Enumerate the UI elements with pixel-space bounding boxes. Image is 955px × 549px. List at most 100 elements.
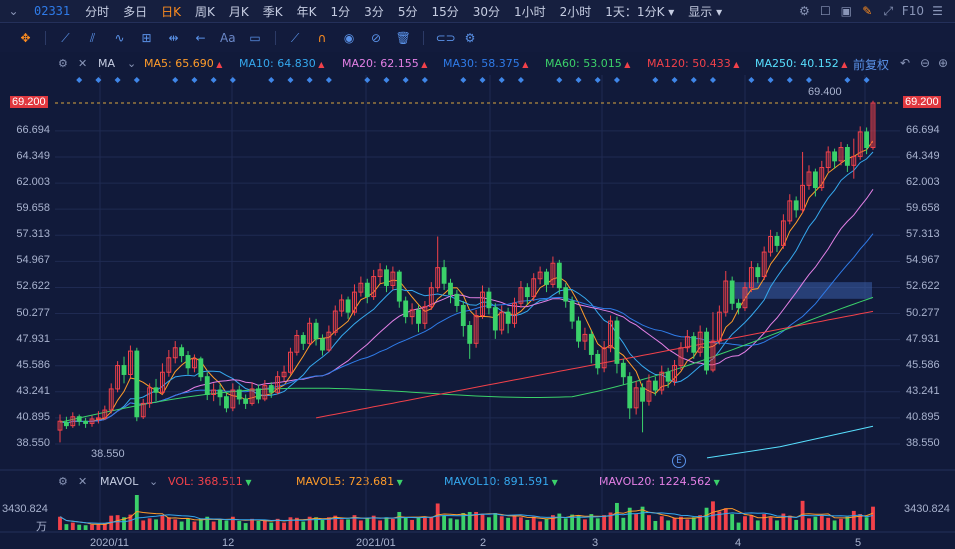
signal-marker bbox=[556, 77, 563, 83]
vol-settings-icon[interactable]: ⚙ bbox=[58, 475, 68, 488]
ma20-line bbox=[59, 189, 874, 424]
ma-legend-item: MA250: 40.152 ▲ bbox=[755, 57, 848, 70]
arrow-up-icon: ▲ bbox=[315, 60, 325, 69]
candle-body bbox=[102, 409, 108, 419]
signal-marker bbox=[863, 77, 870, 83]
candle-body bbox=[793, 200, 799, 211]
volume-bar bbox=[672, 517, 677, 530]
volume-bar bbox=[333, 515, 338, 530]
price-tick-right: 59.658 bbox=[906, 202, 940, 215]
interval-tab[interactable]: 3分 bbox=[364, 4, 384, 19]
text-tool[interactable]: Aa bbox=[220, 31, 236, 45]
candle-body bbox=[416, 309, 421, 324]
trash-icon[interactable]: 🗑 bbox=[395, 30, 411, 45]
candle-body bbox=[294, 335, 300, 353]
interval-tab[interactable]: 1分 bbox=[330, 4, 351, 19]
interval-tab[interactable]: 分时 bbox=[85, 4, 110, 19]
symbol-code[interactable]: 02331 bbox=[34, 4, 71, 18]
hide-icon[interactable]: ⊘ bbox=[371, 30, 382, 45]
pencil-icon[interactable]: ✎ bbox=[862, 3, 873, 18]
volume-bar bbox=[551, 515, 555, 530]
f10-button[interactable]: F10 bbox=[901, 4, 924, 18]
volume-bar bbox=[819, 515, 824, 530]
trend-line-icon[interactable]: ⟋ bbox=[61, 30, 70, 45]
candle-body bbox=[659, 371, 665, 391]
candle-body bbox=[768, 236, 773, 253]
candle-body bbox=[454, 293, 460, 306]
interval-tab[interactable]: 5分 bbox=[397, 4, 418, 19]
vol-close-icon[interactable]: ✕ bbox=[78, 475, 88, 488]
signal-marker bbox=[421, 77, 428, 83]
volume-bar bbox=[583, 519, 587, 530]
highlight-zone bbox=[735, 282, 872, 299]
candle-body bbox=[633, 387, 639, 409]
candle-body bbox=[620, 362, 626, 378]
interval-tab[interactable]: 周K bbox=[195, 4, 215, 19]
signal-marker bbox=[325, 77, 332, 83]
interval-tab[interactable]: 多日 bbox=[123, 4, 148, 19]
chevron-down-icon[interactable]: ⌄ bbox=[8, 3, 19, 18]
interval-tab[interactable]: 2小时 bbox=[559, 4, 592, 19]
minus-icon[interactable]: ⊖ bbox=[920, 56, 931, 70]
ma-close-icon[interactable]: ✕ bbox=[78, 57, 88, 70]
fibonacci-icon[interactable]: ⊞ bbox=[141, 30, 152, 45]
undo-icon[interactable]: ↶ bbox=[900, 56, 911, 70]
interval-tab[interactable]: 30分 bbox=[472, 4, 501, 19]
candle-body bbox=[486, 291, 492, 309]
candle-body bbox=[172, 347, 178, 359]
interval-tab[interactable]: 日K bbox=[161, 4, 182, 19]
camera-icon[interactable]: ▣ bbox=[840, 3, 852, 18]
crosshair-icon[interactable]: ✥ bbox=[20, 30, 31, 45]
volume-bar bbox=[659, 516, 664, 530]
volume-bar bbox=[467, 511, 472, 530]
menu-icon[interactable]: ☰ bbox=[932, 3, 943, 18]
eye-icon[interactable]: ◉ bbox=[343, 30, 355, 45]
wave-icon[interactable]: ∿ bbox=[114, 30, 125, 45]
checkbox-icon[interactable]: ☐ bbox=[819, 3, 831, 18]
gear-icon[interactable]: ⚙ bbox=[464, 30, 476, 45]
price-tick-left: 38.550 bbox=[16, 437, 50, 449]
magnet-icon[interactable]: ∩ bbox=[317, 30, 327, 45]
price-tick-right: 40.895 bbox=[906, 410, 940, 423]
interval-tab[interactable]: 15分 bbox=[431, 4, 459, 19]
volume-bar bbox=[211, 521, 216, 530]
ma10-line bbox=[59, 151, 874, 424]
volume-bar bbox=[691, 517, 696, 530]
event-marker[interactable]: E bbox=[672, 454, 686, 468]
volume-bar bbox=[544, 518, 549, 530]
ma-settings-icon[interactable]: ⚙ bbox=[58, 57, 68, 70]
volume-bar bbox=[90, 524, 94, 530]
candle-body bbox=[844, 147, 850, 166]
interval-tab[interactable]: 1小时 bbox=[514, 4, 546, 19]
interval-more-dropdown[interactable]: 1天：1分K ▾ bbox=[605, 4, 675, 19]
adjust-button[interactable]: 前复权 bbox=[853, 58, 890, 72]
ma-legend-item: MA60: 53.015 ▲ bbox=[545, 57, 631, 70]
ruler-icon[interactable]: ⟋ bbox=[290, 30, 300, 45]
vol-indicator-name[interactable]: MAVOL bbox=[100, 475, 139, 488]
candle-body bbox=[275, 376, 281, 393]
signal-marker bbox=[671, 77, 678, 83]
vol-dropdown-icon[interactable]: ⌄ bbox=[149, 475, 159, 488]
measure-icon[interactable]: ⇹ bbox=[168, 30, 179, 45]
price-tick-left: 50.277 bbox=[16, 306, 50, 319]
interval-tab[interactable]: 年K bbox=[296, 4, 317, 19]
channel-icon[interactable]: ⫽ bbox=[89, 30, 96, 45]
fullscreen-icon[interactable]: ⤢ bbox=[883, 3, 894, 18]
candle-body bbox=[672, 365, 677, 382]
candle-body bbox=[556, 262, 562, 289]
ma-dropdown-icon[interactable]: ⌄ bbox=[127, 57, 137, 70]
interval-tab[interactable]: 月K bbox=[228, 4, 249, 19]
volume-bar bbox=[448, 518, 453, 530]
candle-body bbox=[787, 200, 793, 222]
vol-legend: ⚙ ✕ MAVOL ⌄ VOL: 368.511 ▼ MAVOL5: 723.68… bbox=[0, 474, 955, 490]
arrow-left-icon[interactable]: ← bbox=[195, 30, 206, 45]
volume-bar bbox=[730, 514, 735, 530]
ma-indicator-name[interactable]: MA bbox=[98, 57, 116, 70]
settings-icon[interactable]: ⚙ bbox=[798, 3, 810, 18]
plus-icon[interactable]: ⊕ bbox=[938, 56, 949, 70]
interval-tab[interactable]: 季K bbox=[262, 4, 283, 19]
display-dropdown[interactable]: 显示 ▾ bbox=[688, 4, 723, 19]
comment-icon[interactable]: ▭ bbox=[249, 30, 261, 45]
link-icon[interactable]: ⊂⊃ bbox=[435, 30, 456, 45]
